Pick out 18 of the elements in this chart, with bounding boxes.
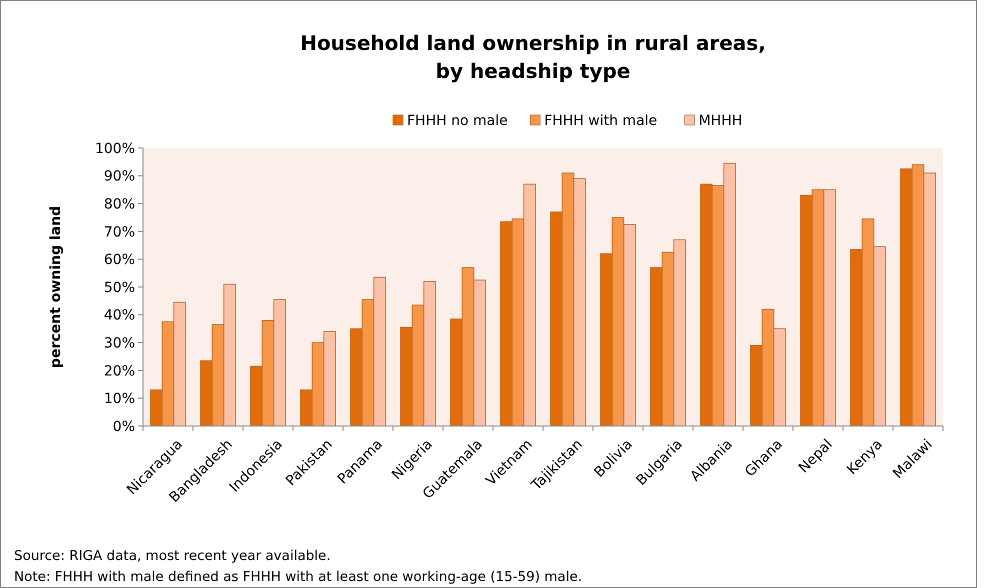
y-tick-label: 100% bbox=[94, 140, 135, 157]
chart-title: Household land ownership in rural areas, by headship type bbox=[300, 31, 766, 83]
y-tick-label: 90% bbox=[104, 168, 135, 185]
y-tick-label: 60% bbox=[104, 252, 135, 268]
y-tick-label: 50% bbox=[104, 280, 135, 296]
y-tick-label: 20% bbox=[104, 363, 135, 380]
y-tick-label: 0% bbox=[112, 418, 135, 435]
text: Note: FHHH with male defined as FHHH with at least one working-age (15-59) male. bbox=[14, 569, 582, 585]
y-tick-label: 10% bbox=[104, 391, 135, 408]
legend-label: FHHH no male bbox=[407, 113, 508, 129]
y-tick-label: 80% bbox=[104, 196, 135, 212]
y-axis-title: percent owning land bbox=[48, 206, 64, 368]
legend-label: FHHH with male bbox=[544, 113, 658, 129]
source-note: Source: RIGA data, most recent year available. bbox=[14, 548, 331, 564]
legend-label: MHHH bbox=[698, 113, 742, 129]
y-tick-label: 40% bbox=[104, 308, 135, 324]
y-tick-label: 70% bbox=[104, 224, 135, 240]
y-tick-label: 30% bbox=[104, 336, 135, 352]
